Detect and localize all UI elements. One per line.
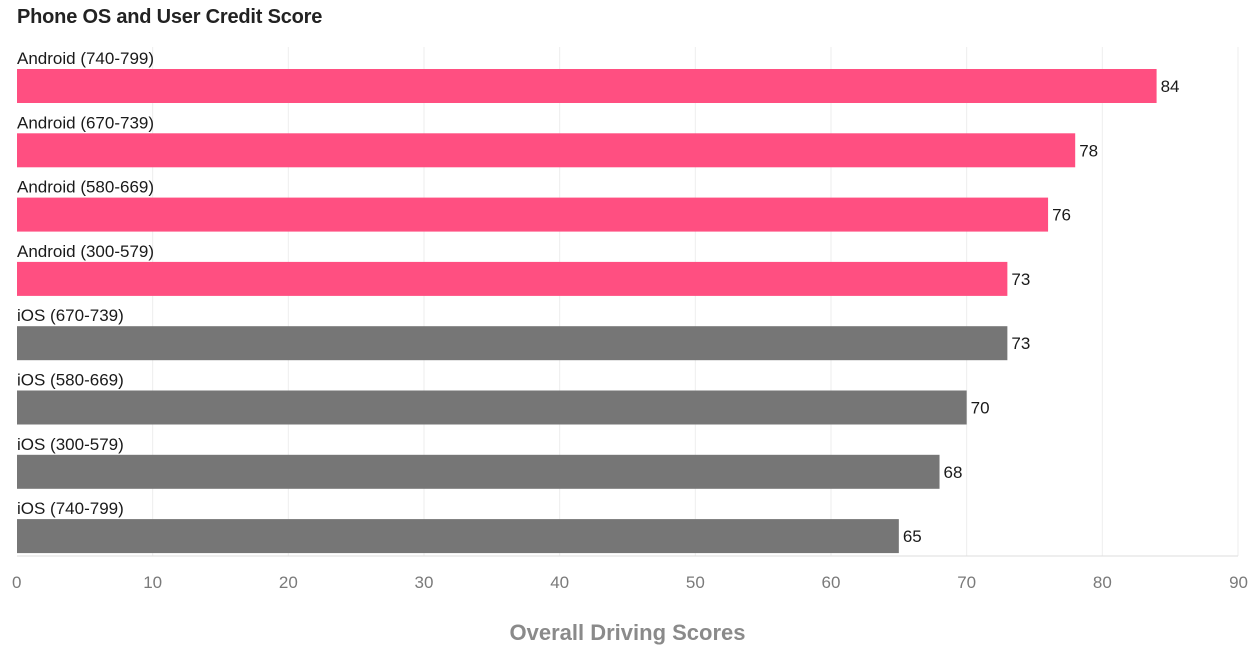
value-label: 84 bbox=[1161, 77, 1180, 96]
category-label: Android (670-739) bbox=[17, 113, 154, 132]
category-label: Android (300-579) bbox=[17, 242, 154, 261]
bar bbox=[17, 519, 899, 554]
x-tick-label: 60 bbox=[822, 573, 841, 592]
bar bbox=[17, 133, 1076, 168]
category-label: Android (740-799) bbox=[17, 49, 154, 68]
x-tick-label: 10 bbox=[143, 573, 162, 592]
value-label: 78 bbox=[1079, 141, 1098, 160]
category-label: iOS (300-579) bbox=[17, 435, 124, 454]
x-tick-label: 20 bbox=[279, 573, 298, 592]
value-label: 76 bbox=[1052, 206, 1071, 225]
value-label: 73 bbox=[1011, 270, 1030, 289]
x-tick-label: 50 bbox=[686, 573, 705, 592]
category-label: iOS (740-799) bbox=[17, 499, 124, 518]
value-label: 65 bbox=[903, 527, 922, 546]
value-label: 73 bbox=[1011, 334, 1030, 353]
category-label: iOS (670-739) bbox=[17, 306, 124, 325]
x-tick-label: 30 bbox=[415, 573, 434, 592]
bar bbox=[17, 326, 1008, 361]
bar bbox=[17, 69, 1157, 103]
bar bbox=[17, 261, 1008, 296]
x-tick-label: 80 bbox=[1093, 573, 1112, 592]
bar bbox=[17, 197, 1049, 232]
category-label: iOS (580-669) bbox=[17, 371, 124, 390]
x-tick-label: 70 bbox=[957, 573, 976, 592]
x-axis-title: Overall Driving Scores bbox=[510, 620, 746, 645]
x-tick-label: 40 bbox=[550, 573, 569, 592]
bar bbox=[17, 454, 940, 489]
x-tick-label: 90 bbox=[1229, 573, 1248, 592]
category-label: Android (580-669) bbox=[17, 178, 154, 197]
bar bbox=[17, 390, 967, 425]
value-label: 68 bbox=[944, 463, 963, 482]
x-tick-label: 0 bbox=[12, 573, 21, 592]
chart-title: Phone OS and User Credit Score bbox=[17, 6, 323, 28]
value-label: 70 bbox=[971, 399, 990, 418]
